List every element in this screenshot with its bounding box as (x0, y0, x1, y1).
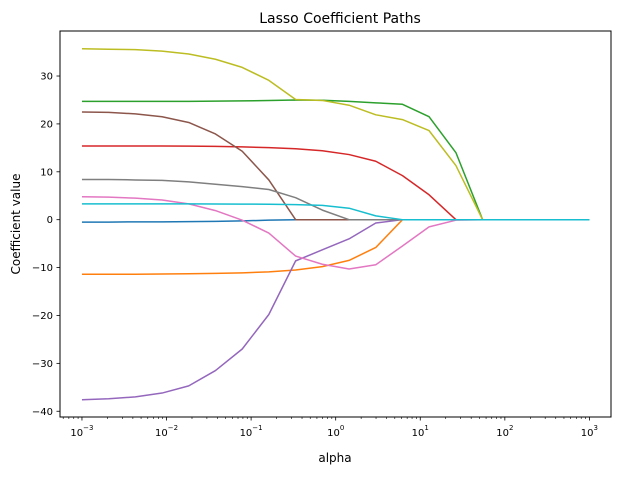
y-axis: −40 −30 −20 −10 0 10 20 30 (32, 72, 60, 418)
plot-frame (59, 30, 612, 418)
y-tick-label: 20 (40, 119, 53, 130)
series-line-9 (81, 47, 590, 221)
chart-title: Lasso Coefficient Paths (259, 11, 421, 27)
y-axis-label: Coefficient value (9, 174, 23, 275)
series-layer (81, 47, 590, 401)
y-tick-label: 30 (40, 72, 53, 83)
x-tick-label: 10−3 (70, 424, 93, 439)
x-tick-label: 10−2 (155, 424, 178, 439)
series-line-10 (81, 203, 590, 221)
y-tick-label: −20 (32, 311, 53, 322)
y-tick-label: 10 (40, 167, 53, 178)
series-line-5 (81, 218, 590, 401)
y-tick-label: −30 (32, 359, 53, 370)
x-tick-label: 103 (581, 424, 598, 439)
x-tick-label: 100 (327, 424, 344, 439)
series-line-7 (81, 195, 590, 270)
y-tick-label: −10 (32, 263, 53, 274)
y-tick-label: 0 (47, 215, 53, 226)
x-axis: 10−3 10−2 10−1 100 101 102 103 (62, 417, 598, 439)
x-axis-label: alpha (318, 451, 351, 465)
y-tick-label: −40 (32, 407, 53, 418)
series-line-3 (81, 99, 590, 221)
series-line-4 (81, 145, 590, 221)
x-tick-label: 102 (496, 424, 513, 439)
x-tick-label: 101 (412, 424, 429, 439)
x-tick-label: 10−1 (240, 424, 263, 439)
